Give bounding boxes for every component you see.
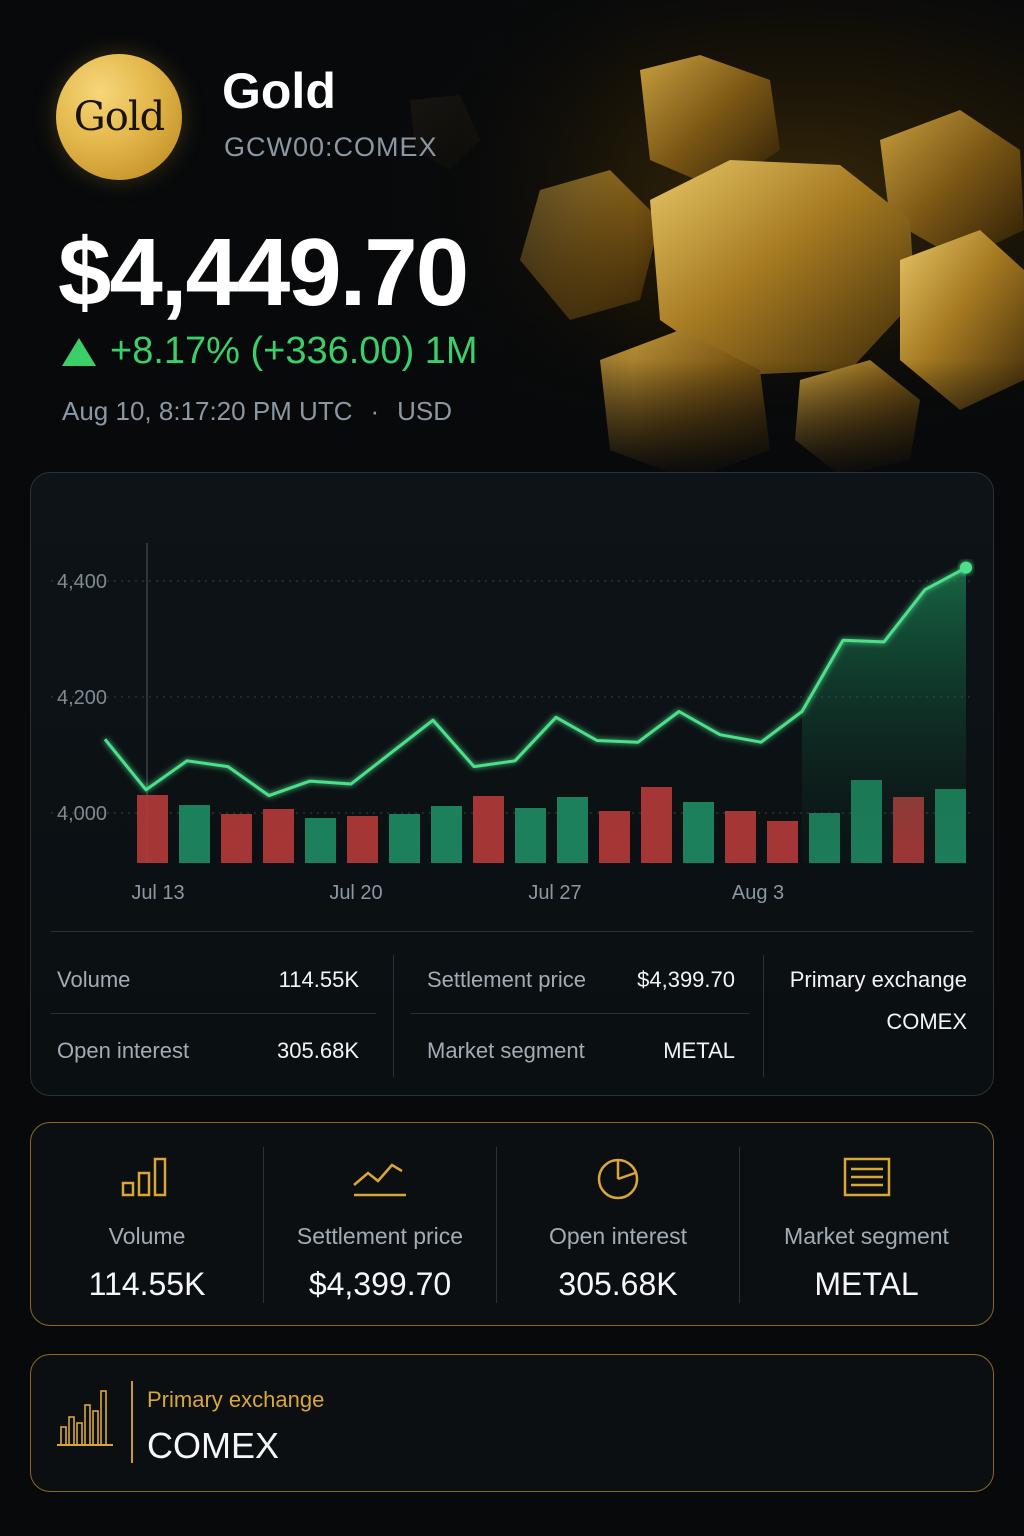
stat-divider (51, 1013, 376, 1014)
exchange-bars-icon (55, 1383, 115, 1454)
summary-value: METAL (814, 1266, 919, 1302)
volume-bar-down (473, 796, 504, 863)
ticker-symbol: GCW00:COMEX (224, 132, 438, 162)
volume-bar-down (221, 814, 252, 863)
asset-name: Gold (222, 63, 336, 119)
volume-bar-up (305, 818, 336, 863)
separator-dot: · (370, 396, 380, 426)
price-change-text: +8.17% (+336.00) 1M (110, 330, 478, 372)
stat-column-divider (393, 955, 394, 1077)
current-price: $4,449.70 (58, 219, 469, 326)
up-arrow-icon (62, 337, 96, 366)
volume-bar-up (179, 805, 210, 863)
summary-market-segment: Market segment METAL (740, 1123, 993, 1327)
summary-divider (496, 1147, 497, 1303)
price-change: +8.17% (+336.00) 1M (62, 330, 478, 373)
timestamp-row: Aug 10, 8:17:20 PM UTC · USD (62, 396, 452, 427)
summary-open-interest: Open interest 305.68K (497, 1123, 739, 1327)
timestamp: Aug 10, 8:17:20 PM UTC (62, 396, 353, 426)
y-tick-label: 4,200 (57, 687, 107, 709)
volume-bar-down (767, 821, 798, 863)
currency: USD (397, 396, 453, 426)
summary-divider (739, 1147, 740, 1303)
volume-bar-down (641, 787, 672, 863)
key-stats-card: Volume 114.55K Settlement price $4,399.7… (30, 1122, 994, 1326)
pie-chart-icon (594, 1153, 642, 1201)
summary-divider (263, 1147, 264, 1303)
y-tick-label: 4,000 (57, 803, 107, 825)
summary-label: Open interest (548, 1223, 688, 1249)
volume-label: Volume (57, 967, 131, 992)
primary-exchange-label: Primary exchange (789, 967, 967, 992)
logo-text: Gold (73, 94, 165, 140)
open-interest-label: Open interest (57, 1038, 190, 1063)
summary-value: 305.68K (558, 1266, 678, 1302)
market-segment-label: Market segment (427, 1038, 585, 1063)
exchange-label: Primary exchange (147, 1387, 325, 1412)
volume-bar-up (683, 802, 714, 863)
summary-label: Settlement price (296, 1223, 464, 1249)
summary-label: Volume (108, 1223, 186, 1249)
volume-bar-down (725, 811, 756, 863)
primary-exchange-value: COMEX (886, 1009, 967, 1034)
summary-settlement-price: Settlement price $4,399.70 (264, 1123, 496, 1327)
price-line (103, 566, 967, 798)
volume-bar-down (347, 816, 378, 863)
stat-column-divider (763, 955, 764, 1077)
volume-bar-up (515, 808, 546, 863)
summary-value: 114.55K (88, 1266, 206, 1302)
stat-divider (411, 1013, 749, 1014)
market-segment-value: METAL (663, 1038, 735, 1063)
exchange-value: COMEX (147, 1425, 280, 1466)
summary-volume: Volume 114.55K (31, 1123, 263, 1327)
settlement-value: $4,399.70 (637, 967, 735, 992)
volume-bar-down (137, 795, 168, 863)
settlement-label: Settlement price (427, 967, 586, 992)
open-interest-value: 305.68K (277, 1038, 359, 1063)
volume-bar-down (599, 811, 630, 863)
volume-bar-up (557, 797, 588, 863)
price-chart[interactable]: 4,400 4,200 4,000 Jul 13 Jul 20 Jul 27 Aug 3 (31, 473, 995, 933)
document-icon (839, 1153, 895, 1201)
summary-label: Market segment (784, 1223, 949, 1249)
volume-bar-up (431, 806, 462, 863)
x-tick-label: Jul 20 (329, 882, 382, 904)
x-tick-label: Jul 27 (528, 882, 581, 904)
bar-chart-icon (119, 1153, 175, 1201)
y-tick-label: 4,400 (57, 571, 107, 593)
x-tick-label: Aug 3 (732, 882, 784, 904)
exchange-divider (131, 1381, 133, 1463)
volume-bar-up (389, 814, 420, 863)
volume-value: 114.55K (278, 967, 359, 992)
chart-stats-divider (51, 931, 973, 932)
volume-bar-down (263, 809, 294, 863)
last-price-dot (960, 561, 972, 574)
trend-line-icon (350, 1153, 410, 1201)
primary-exchange-card: Primary exchange COMEX (30, 1354, 994, 1492)
gold-logo-badge: Gold (56, 54, 182, 180)
price-chart-card: 4,400 4,200 4,000 Jul 13 Jul 20 Jul 27 Aug 3 … (30, 472, 994, 1096)
summary-value: $4,399.70 (308, 1266, 452, 1302)
x-tick-label: Jul 13 (131, 882, 184, 904)
price-area-fill (802, 567, 966, 863)
